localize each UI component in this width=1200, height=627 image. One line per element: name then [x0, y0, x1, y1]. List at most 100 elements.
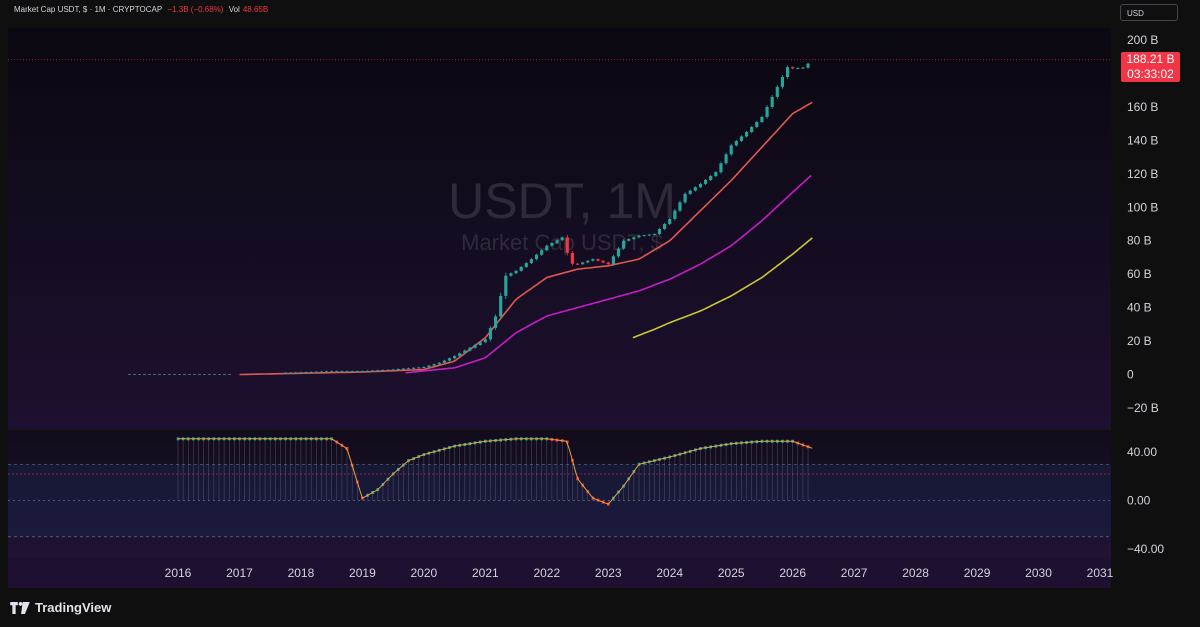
- symbol-info[interactable]: Market Cap USDT, $ · 1M · CRYPTOCAP: [14, 5, 163, 14]
- ma-mid-line: [405, 174, 812, 374]
- candle-body: [581, 262, 585, 265]
- osc-axis: 40.00 0.00 −40.00: [1127, 445, 1164, 556]
- candle-body: [765, 106, 769, 117]
- brand-name: TradingView: [35, 600, 112, 615]
- candle-body: [540, 250, 544, 255]
- candle-body: [606, 262, 610, 265]
- candle-body: [304, 372, 308, 374]
- time-axis-label: 2031: [1087, 566, 1114, 580]
- osc-marker: [576, 477, 579, 481]
- candle-body: [396, 369, 400, 371]
- candle-body: [770, 96, 774, 107]
- tradingview-logo[interactable]: TradingView: [10, 600, 111, 615]
- ma-fast-line: [239, 101, 813, 376]
- candle-body: [478, 342, 482, 345]
- price-axis-label: 120 B: [1127, 167, 1158, 181]
- candle-body: [432, 364, 436, 366]
- candle-body: [657, 229, 662, 235]
- candle-body: [622, 240, 626, 249]
- candle-body: [412, 367, 416, 369]
- candle-body: [493, 316, 498, 328]
- candle-body: [596, 259, 600, 261]
- price-axis-label: 160 B: [1127, 100, 1158, 114]
- last-price: 188.21 B: [1126, 52, 1175, 66]
- volume-value: 48.65B: [242, 5, 269, 14]
- candle-body: [406, 368, 411, 370]
- time-axis-bg: [8, 557, 1111, 588]
- price-axis-label: 0: [1127, 368, 1134, 382]
- last-price-tag: 188.21 B 03:33:02: [1121, 52, 1180, 82]
- candle-body: [760, 116, 764, 122]
- candle-body: [688, 190, 692, 194]
- candle-body: [637, 235, 641, 238]
- candle-body: [473, 344, 477, 348]
- candle-body: [545, 245, 549, 251]
- candle-body: [709, 176, 713, 180]
- candle-body: [616, 248, 621, 257]
- price-axis-label: 100 B: [1127, 200, 1158, 214]
- candle-body: [632, 237, 636, 240]
- candle-body: [437, 362, 441, 365]
- candle-body: [739, 136, 744, 141]
- osc-bands: [8, 463, 1111, 538]
- candle-body: [427, 365, 431, 367]
- candle-body: [504, 275, 508, 296]
- candle-body: [458, 353, 462, 357]
- candle-body: [791, 67, 795, 69]
- time-axis-label: 2023: [595, 566, 622, 580]
- candle-body: [529, 259, 534, 264]
- candle-body: [785, 67, 790, 78]
- candle-body: [591, 259, 595, 261]
- candle-body: [668, 218, 672, 224]
- candle-body: [678, 202, 682, 211]
- currency-button[interactable]: USD: [1120, 4, 1178, 21]
- price-axis-label: −20 B: [1127, 401, 1159, 415]
- candle-body: [796, 68, 800, 70]
- candle-body: [376, 370, 380, 372]
- osc-axis-label: −40.00: [1127, 542, 1164, 556]
- candle-body: [299, 372, 303, 374]
- candle-body: [755, 121, 759, 127]
- candle-body: [519, 266, 523, 271]
- chart-canvas[interactable]: USDT, 1M Market Cap USDT, $ 200 B 160 B 14…: [0, 0, 1200, 590]
- candle-body: [663, 224, 667, 230]
- candle-body: [453, 356, 457, 359]
- bar-countdown: 03:33:02: [1127, 67, 1174, 81]
- candle-body: [801, 67, 805, 69]
- candle-body: [483, 339, 487, 343]
- candle-body: [724, 154, 728, 164]
- price-axis-label: 60 B: [1127, 267, 1152, 281]
- change-value: −1.3B (−0.68%): [167, 5, 224, 14]
- time-axis-label: 2027: [841, 566, 868, 580]
- candle-body: [586, 260, 590, 263]
- candle-body: [340, 371, 344, 373]
- candle-body: [447, 358, 452, 361]
- price-axis-label: 40 B: [1127, 301, 1152, 315]
- time-axis-label: 2025: [718, 566, 745, 580]
- candle-body: [565, 237, 569, 253]
- tradingview-icon: [10, 601, 30, 614]
- candle-body: [289, 372, 293, 374]
- ma-slow-line: [632, 237, 813, 339]
- osc-axis-label: 0.00: [1127, 494, 1151, 508]
- candle-body: [386, 369, 390, 371]
- price-axis-label: 140 B: [1127, 133, 1158, 147]
- moving-averages: [8, 59, 1111, 376]
- price-axis-label: 80 B: [1127, 234, 1152, 248]
- candle-body: [309, 371, 313, 373]
- candle-body: [744, 132, 749, 137]
- price-axis-label: 200 B: [1127, 33, 1158, 47]
- candle-body: [422, 366, 426, 368]
- candle-body: [335, 371, 339, 373]
- time-axis-label: 2020: [411, 566, 438, 580]
- time-axis: 2016 2017 2018 2019 2020 2021 2022 2023 2024 2025…: [165, 566, 1114, 580]
- candle-body: [442, 360, 446, 363]
- candle-body: [704, 179, 708, 184]
- candle-body: [780, 77, 785, 87]
- time-axis-label: 2018: [288, 566, 315, 580]
- candle-body: [775, 86, 779, 97]
- candle-body: [283, 372, 288, 374]
- watermark-subtitle: Market Cap USDT, $: [461, 230, 663, 255]
- candle-body: [401, 368, 405, 370]
